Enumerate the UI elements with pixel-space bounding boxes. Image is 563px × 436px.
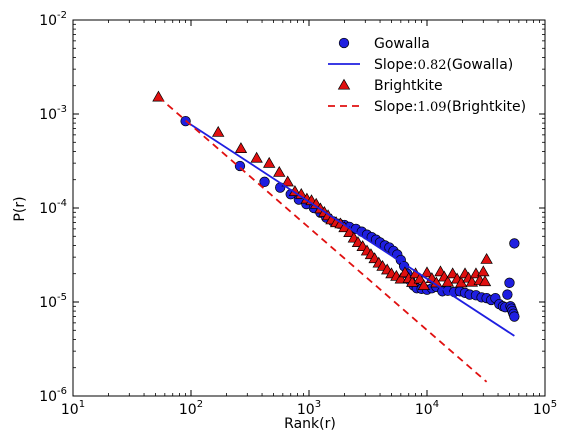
legend: Gowalla Slope:0.82(Gowalla) Brightkite Slop… — [328, 36, 526, 115]
y-tick-label: 10-3 — [39, 104, 67, 123]
brightkite-point — [281, 175, 294, 187]
legend-label: Brightkite — [374, 78, 443, 94]
brightkite-point — [343, 226, 356, 237]
legend-label: Slope:0.82(Gowalla) — [374, 57, 513, 73]
brightkite-point — [263, 156, 276, 168]
x-tick-label: 103 — [297, 399, 321, 418]
legend-entry: Gowalla — [338, 36, 430, 52]
gowalla-point — [502, 289, 513, 300]
y-tick-label: 10-2 — [39, 10, 67, 29]
brightkite-point — [478, 275, 492, 287]
ticks-layer: 101 102 103 104 105 10-6 10-5 10-4 10-3 10-2 — [39, 10, 557, 418]
gowalla-fit-line — [185, 120, 515, 337]
brightkite-point — [480, 252, 493, 264]
legend-label: Gowalla — [374, 36, 430, 52]
brightkite-point — [273, 165, 286, 177]
x-tick-label: 101 — [61, 399, 85, 418]
brightkite-point — [420, 266, 434, 278]
brightkite-point — [417, 279, 431, 290]
brightkite-point — [211, 125, 225, 137]
brightkite-point — [295, 187, 308, 199]
gowalla-point — [504, 277, 515, 288]
x-tick-label: 104 — [415, 399, 439, 418]
gowalla-point — [234, 160, 246, 172]
gowalla-point — [509, 238, 520, 249]
legend-entry: Slope:1.09(Brightkite) — [328, 99, 526, 115]
brightkite-point — [446, 267, 459, 279]
gowalla-point — [509, 311, 520, 322]
y-tick-label: 10-5 — [39, 292, 67, 311]
brightkite-point — [413, 272, 427, 284]
y-axis-label: P(r) — [12, 196, 28, 221]
brightkite-point — [477, 265, 490, 277]
brightkite-fit-line — [157, 96, 488, 383]
series-layer — [152, 90, 520, 383]
brightkite-point — [250, 151, 263, 163]
legend-label: Slope:1.09(Brightkite) — [374, 99, 526, 115]
y-tick-label: 10-6 — [39, 386, 67, 405]
legend-gowalla-marker — [338, 37, 350, 49]
x-axis-label: Rank(r) — [284, 416, 336, 432]
legend-entry: Slope:0.82(Gowalla) — [328, 57, 513, 73]
legend-brightkite-marker — [337, 78, 351, 90]
x-tick-label: 102 — [179, 399, 203, 418]
y-tick-label: 10-4 — [39, 198, 67, 217]
legend-entry: Brightkite — [337, 78, 443, 94]
brightkite-point — [394, 272, 408, 284]
gowalla-point — [259, 176, 270, 187]
x-tick-label: 105 — [533, 399, 557, 418]
brightkite-point — [441, 275, 454, 287]
brightkite-point — [234, 142, 248, 154]
